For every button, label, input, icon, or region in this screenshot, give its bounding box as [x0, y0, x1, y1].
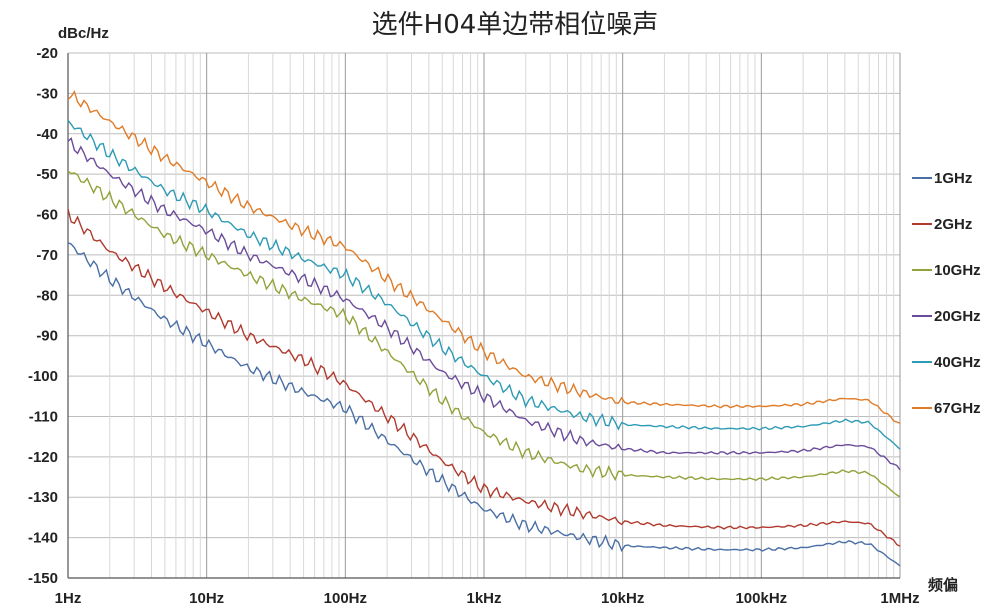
series-lines	[67, 90, 901, 567]
y-tick-label: -110	[29, 408, 58, 425]
x-axis-label: 频偏	[928, 576, 958, 594]
legend-label: 2GHz	[934, 216, 972, 233]
y-tick-label: -70	[36, 247, 58, 264]
y-tick-label: -140	[28, 530, 58, 547]
x-tick-label: 1Hz	[55, 590, 82, 607]
series-line-10GHz	[67, 170, 901, 498]
series-line-2GHz	[67, 208, 901, 547]
y-tick-label: -120	[28, 449, 58, 466]
y-tick-label: -20	[36, 45, 58, 62]
legend: 1GHz 2GHz 10GHz 20GHz 40GHz 67GHz	[912, 170, 981, 417]
y-tick-label: -90	[36, 328, 58, 345]
y-tick-label: -150	[28, 570, 58, 587]
series-line-20GHz	[67, 136, 901, 471]
x-tick-label: 10kHz	[601, 590, 644, 607]
y-tick-label: -80	[36, 287, 58, 304]
legend-label: 67GHz	[934, 400, 981, 417]
y-tick-label: -100	[28, 368, 58, 385]
legend-label: 10GHz	[934, 262, 981, 279]
y-tick-label: -60	[36, 207, 58, 224]
x-tick-label: 100Hz	[324, 590, 367, 607]
series-line-67GHz	[67, 90, 901, 424]
legend-label: 40GHz	[934, 354, 981, 371]
y-axis-label: dBc/Hz	[58, 25, 109, 42]
y-tick-label: -40	[36, 126, 58, 143]
x-tick-label: 10Hz	[189, 590, 224, 607]
y-tick-label: -130	[28, 489, 58, 506]
series-line-1GHz	[67, 242, 901, 567]
legend-label: 20GHz	[934, 308, 981, 325]
grid	[67, 52, 901, 579]
chart-title: 选件H04单边带相位噪声	[372, 10, 659, 40]
x-tick-label: 1MHz	[880, 590, 919, 607]
y-tick-label: -30	[36, 85, 58, 102]
x-tick-label: 1kHz	[466, 590, 501, 607]
series-line-40GHz	[67, 119, 901, 450]
legend-label: 1GHz	[934, 170, 972, 187]
axis-ticks: -20 -30 -40 -50 -60 -70 -80 -90 -100 -110 -120 -130…	[28, 45, 920, 607]
x-tick-label: 100kHz	[735, 590, 787, 607]
y-tick-label: -50	[36, 166, 58, 183]
